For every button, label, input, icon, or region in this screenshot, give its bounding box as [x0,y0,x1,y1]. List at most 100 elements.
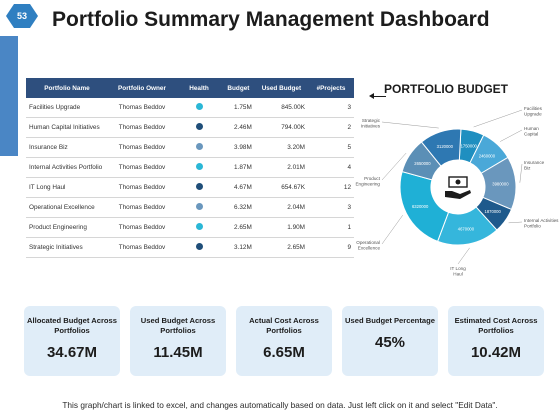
donut-slice[interactable] [420,128,462,167]
table-row[interactable]: IT Long Haul Thomas Beddov 4.67M 654.67K 12 [26,177,354,198]
health-cell [176,157,222,178]
portfolio-owner-cell: Thomas Beddov [108,137,176,158]
portfolio-owner-cell: Thomas Beddov [108,217,176,238]
card-label: Used Budget Percentage [345,316,435,325]
page-number: 53 [16,11,27,21]
portfolio-name-cell: Insurance Biz [26,137,108,158]
card-label: Allocated Budget Across Portfolios [26,316,118,335]
portfolio-name-cell: IT Long Haul [26,177,108,198]
callout-line [381,215,403,245]
arrow-left-icon [369,93,386,99]
portfolio-budget-title: PORTFOLIO BUDGET [384,82,508,96]
slice-value-label: 3980000 [492,182,509,187]
health-cell [176,237,222,258]
slice-category-label: Strategic Initiatives [361,118,381,129]
table-row[interactable]: Product Engineering Thomas Beddov 2.65M 1.9… [26,217,354,238]
health-status-dot-icon [195,103,203,110]
callout-line [500,129,523,142]
slice-value-label: 3120000 [437,144,454,149]
estimated-cost-card: Estimated Cost Across Portfolios 10.42M [448,306,544,376]
used-budget-cell: 1.90M [254,217,308,238]
health-status-dot-icon [195,223,203,230]
card-value: 11.45M [153,344,203,361]
health-status-dot-icon [195,123,203,130]
portfolio-name-cell: Product Engineering [26,217,108,238]
projects-count-cell: 5 [308,137,354,158]
callout-line [473,109,523,128]
slice-value-label: 2650000 [414,161,431,166]
used-budget-cell: 2.01M [254,157,308,178]
used-budget-card: Used Budget Across Portfolios 11.45M [130,306,226,376]
budget-cell: 2.65M [222,217,255,238]
side-bar [0,0,20,420]
allocated-budget-card: Allocated Budget Across Portfolios 34.67… [24,306,120,376]
table-header-row: Portfolio Name Portfolio Owner Health Bu… [26,78,354,98]
callout-line [508,221,523,224]
used-budget-percentage-card: Used Budget Percentage 45% [342,306,438,376]
used-budget-cell: 845.00K [254,98,308,118]
slice-category-label: Insurance Biz [524,160,545,171]
health-status-dot-icon [195,203,203,210]
slice-value-label: 6320000 [412,204,429,209]
slice-value-label: 1870000 [485,209,502,214]
card-value: 6.65M [263,344,305,361]
table-row[interactable]: Facilities Upgrade Thomas Beddov 1.75M 845.… [26,98,354,118]
card-label: Used Budget Across Portfolios [140,316,216,335]
column-header[interactable]: #Projects [316,84,346,92]
footer-note: This graph/chart is linked to excel, and… [62,400,498,410]
slice-category-label: Human Capital [524,126,539,137]
health-cell [176,177,222,198]
column-header[interactable]: Budget [227,84,250,92]
health-status-dot-icon [195,243,203,250]
page-title: Portfolio Summary Management Dashboard [52,8,490,31]
slice-category-label: Product Engineering [355,176,380,187]
used-budget-cell: 2.04M [254,197,308,218]
slice-category-label: IT Long Haul [450,266,466,277]
projects-count-cell: 4 [308,157,354,178]
table-row[interactable]: Human Capital Initiatives Thomas Beddov 2.… [26,117,354,138]
projects-count-cell: 2 [308,117,354,138]
portfolio-owner-cell: Thomas Beddov [108,117,176,138]
slice-value-label: 2460000 [479,153,496,158]
health-cell [176,217,222,238]
budget-cell: 1.87M [222,157,255,178]
projects-count-cell: 9 [308,237,354,258]
side-accent-strip [0,36,18,156]
table-row[interactable]: Strategic Initiatives Thomas Beddov 3.12M 2… [26,237,354,258]
portfolio-owner-cell: Thomas Beddov [108,197,176,218]
table-row[interactable]: Operational Excellence Thomas Beddov 6.32M… [26,197,354,218]
used-budget-cell: 654.67K [254,177,308,198]
card-label: Actual Cost Across Portfolios [249,316,319,335]
health-status-dot-icon [195,183,203,190]
portfolio-owner-cell: Thomas Beddov [108,98,176,118]
portfolio-name-cell: Human Capital Initiatives [26,117,108,138]
budget-cell: 6.32M [222,197,255,218]
projects-count-cell: 12 [308,177,354,198]
portfolio-owner-cell: Thomas Beddov [108,157,176,178]
table-row[interactable]: Internal Activities Portfolio Thomas Bedd… [26,157,354,178]
portfolio-name-cell: Operational Excellence [26,197,108,218]
callout-line [457,247,470,265]
column-header[interactable]: Health [189,84,209,92]
actual-cost-card: Actual Cost Across Portfolios 6.65M [236,306,332,376]
table-row[interactable]: Insurance Biz Thomas Beddov 3.98M 3.20M 5 [26,137,354,158]
health-cell [176,98,222,118]
card-label: Estimated Cost Across Portfolios [454,316,538,335]
used-budget-cell: 794.00K [254,117,308,138]
callout-line [381,152,407,181]
portfolio-table: Portfolio Name Portfolio Owner Health Bu… [26,78,354,258]
budget-cell: 3.12M [222,237,255,258]
column-header[interactable]: Portfolio Owner [118,84,166,92]
callout-line [381,121,439,129]
portfolio-owner-cell: Thomas Beddov [108,237,176,258]
column-header[interactable]: Portfolio Name [44,84,90,92]
health-cell [176,137,222,158]
budget-cell: 3.98M [222,137,255,158]
card-value: 34.67M [46,344,98,361]
portfolio-owner-cell: Thomas Beddov [108,177,176,198]
card-value: 10.42M [470,344,522,361]
portfolio-budget-donut-chart: 1750000 Facilities Upgrade 2460000 Human Capi… [355,106,559,277]
health-cell [176,117,222,138]
column-header[interactable]: Used Budget [261,84,302,92]
callout-line [519,163,523,183]
